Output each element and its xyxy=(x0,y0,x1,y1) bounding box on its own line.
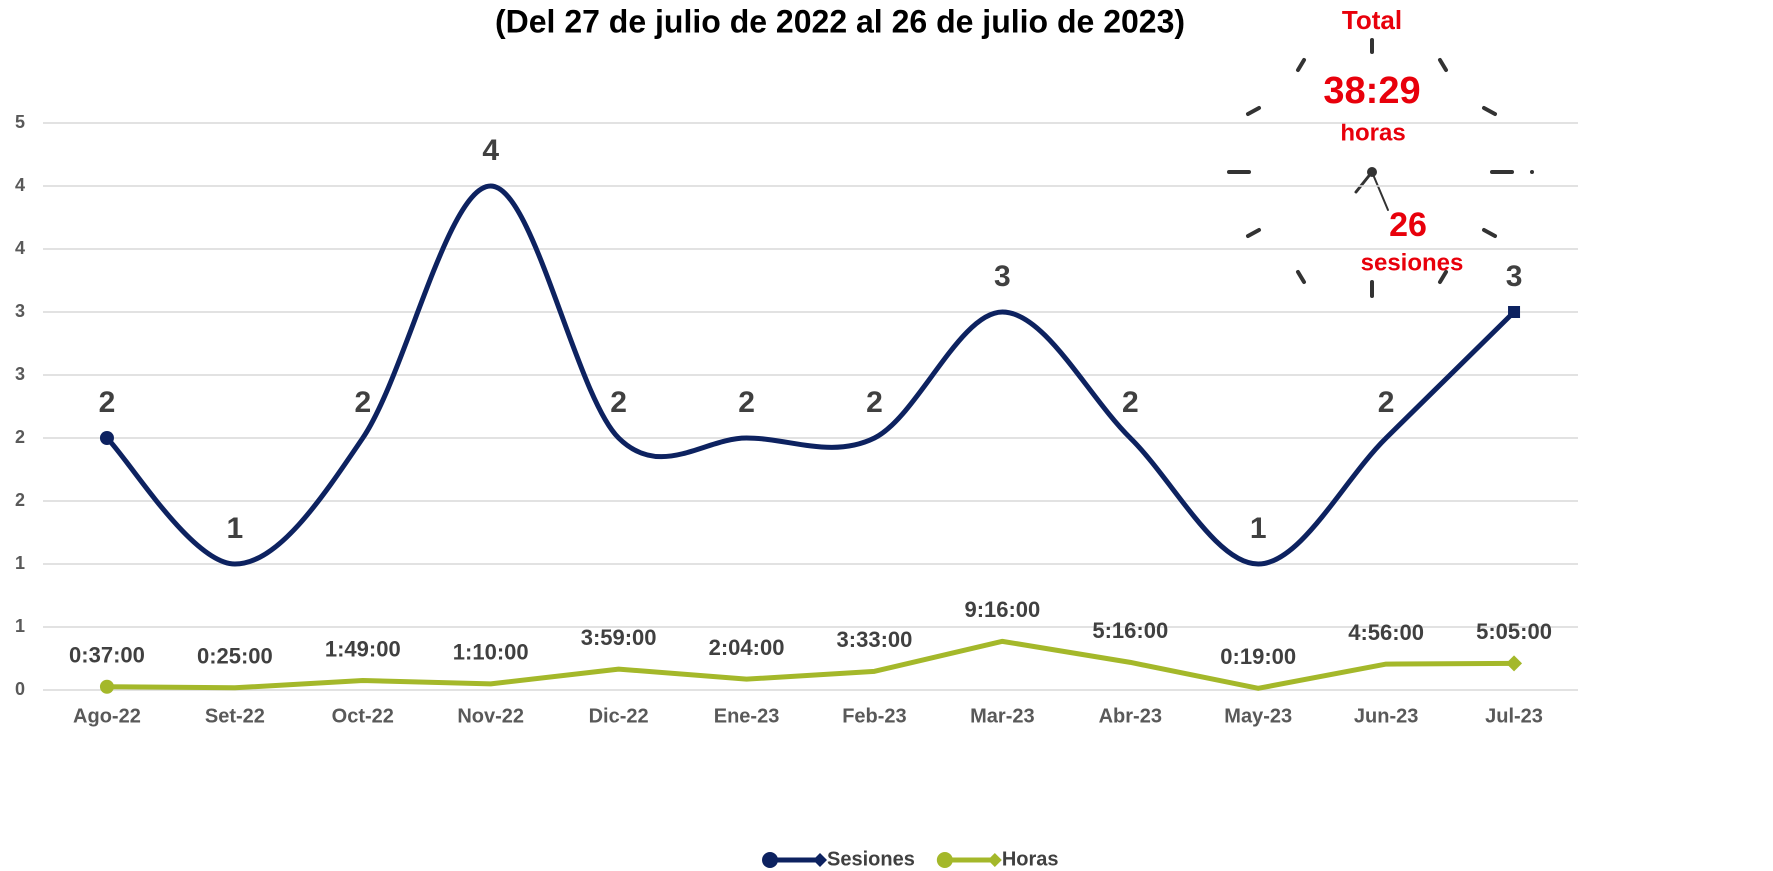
annotation-sessions: 26 xyxy=(1389,206,1427,244)
y-tick-label: 3 xyxy=(15,301,25,321)
y-tick-label: 2 xyxy=(15,490,25,510)
x-tick-label: Ago-22 xyxy=(73,705,141,727)
x-tick-label: Nov-22 xyxy=(457,705,524,727)
x-tick-label: Oct-22 xyxy=(332,705,394,727)
data-label: 1:49:00 xyxy=(325,636,401,661)
annotation-sessions-unit: sesiones xyxy=(1361,249,1464,276)
x-tick-label: Jul-23 xyxy=(1485,705,1543,727)
legend-marker xyxy=(813,853,827,867)
series-line xyxy=(106,638,1515,691)
x-tick-label: Abr-23 xyxy=(1099,705,1162,727)
data-label: 1 xyxy=(227,512,244,545)
y-tick-label: 1 xyxy=(15,616,25,636)
x-tick-label: Set-22 xyxy=(205,705,265,727)
data-label: 1 xyxy=(1250,512,1267,545)
line-marker xyxy=(99,679,114,694)
legend-label: Sesiones xyxy=(827,848,915,870)
data-label: 2 xyxy=(1378,386,1395,419)
data-label: 2 xyxy=(99,386,116,419)
annotation-hours: 38:29 xyxy=(1323,70,1420,112)
y-tick-label: 5 xyxy=(15,112,25,132)
series-line xyxy=(105,183,1516,567)
chart-title: (Del 27 de julio de 2022 al 26 de julio … xyxy=(495,3,1185,39)
y-tick-label: 4 xyxy=(15,238,25,258)
data-label: 0:37:00 xyxy=(69,643,145,668)
y-tick-label: 0 xyxy=(15,679,25,699)
line-marker xyxy=(1508,306,1521,318)
x-tick-label: Jun-23 xyxy=(1354,705,1418,727)
x-tick-label: May-23 xyxy=(1224,705,1292,727)
data-label: 2 xyxy=(866,386,883,419)
y-tick-label: 4 xyxy=(15,175,25,195)
data-label: 1:10:00 xyxy=(453,640,529,665)
x-tick-label: Ene-23 xyxy=(714,705,780,727)
data-label: 3 xyxy=(1506,260,1523,293)
clock-icon xyxy=(1227,38,1534,298)
data-label: 2 xyxy=(354,386,371,419)
legend-marker xyxy=(762,852,778,868)
line-marker xyxy=(1506,655,1523,672)
data-label: 2 xyxy=(738,386,755,419)
annotation: Total 38:29 horas 26 sesiones xyxy=(1323,5,1463,276)
y-tick-label: 3 xyxy=(15,364,25,384)
data-label: 2:04:00 xyxy=(709,635,785,660)
legend-marker xyxy=(987,853,1002,867)
legend-marker xyxy=(936,852,953,868)
data-label: 0:25:00 xyxy=(197,644,273,669)
x-tick-label: Mar-23 xyxy=(970,705,1034,727)
data-label: 3 xyxy=(994,260,1011,293)
data-label: 3:59:00 xyxy=(581,625,657,650)
data-label: 4 xyxy=(482,134,499,167)
data-label: 9:16:00 xyxy=(964,597,1040,622)
data-label: 2 xyxy=(1122,386,1139,419)
x-tick-label: Dic-22 xyxy=(589,705,649,727)
annotation-total: Total xyxy=(1342,5,1402,35)
line-marker xyxy=(99,431,114,445)
data-label: 3:33:00 xyxy=(837,627,913,652)
data-label: 2 xyxy=(610,386,627,419)
data-label: 0:19:00 xyxy=(1220,644,1296,669)
annotation-hours-unit: horas xyxy=(1340,119,1405,146)
x-tick-label: Feb-23 xyxy=(842,705,906,727)
data-label: 4:56:00 xyxy=(1348,620,1424,645)
data-label: 5:05:00 xyxy=(1476,619,1552,644)
data-label: 5:16:00 xyxy=(1092,618,1168,643)
legend-label: Horas xyxy=(1002,848,1059,870)
y-tick-label: 1 xyxy=(15,553,25,573)
y-tick-label: 2 xyxy=(15,427,25,447)
